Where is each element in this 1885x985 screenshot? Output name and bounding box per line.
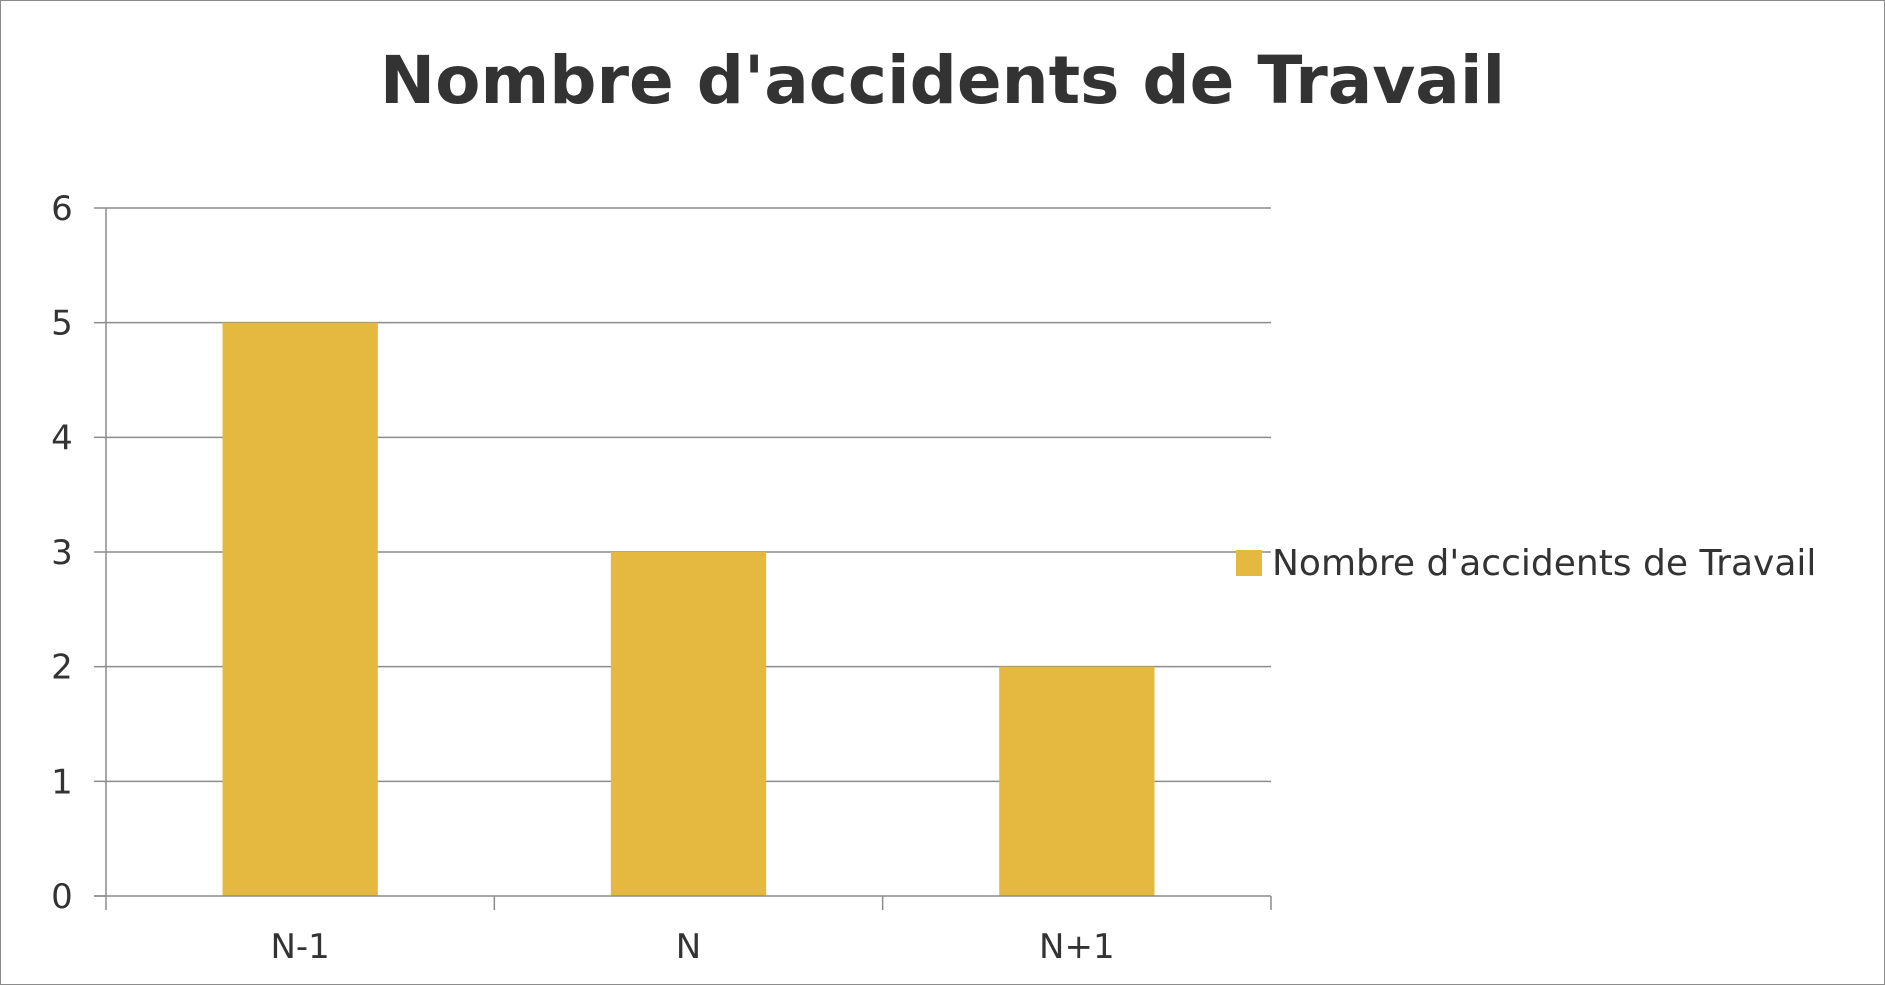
bar-N	[610, 552, 767, 896]
y-tick-label: 5	[51, 304, 73, 344]
y-tick-label: 1	[51, 762, 73, 802]
legend-label: Nombre d'accidents de Travail	[1272, 542, 1817, 584]
bar-N+1	[999, 666, 1155, 896]
legend-swatch	[1236, 550, 1262, 576]
y-tick-label: 2	[51, 648, 73, 688]
x-tick-label: N	[676, 927, 701, 967]
x-tick-label: N-1	[270, 927, 329, 967]
bar-N-1	[222, 322, 378, 897]
tick-labels: 0 1 2 3 4 5 6 N-1 N N+1	[51, 189, 1114, 967]
y-tick-label: 0	[51, 877, 73, 917]
y-tick-label: 4	[51, 418, 73, 458]
legend: Nombre d'accidents de Travail	[1236, 538, 1816, 588]
x-tick-label: N+1	[1039, 927, 1115, 967]
chart-title: Nombre d'accidents de Travail	[379, 42, 1506, 119]
y-tick-label: 3	[51, 533, 73, 573]
bars	[222, 322, 1155, 897]
axes	[94, 207, 1272, 910]
y-tick-label: 6	[51, 189, 73, 229]
